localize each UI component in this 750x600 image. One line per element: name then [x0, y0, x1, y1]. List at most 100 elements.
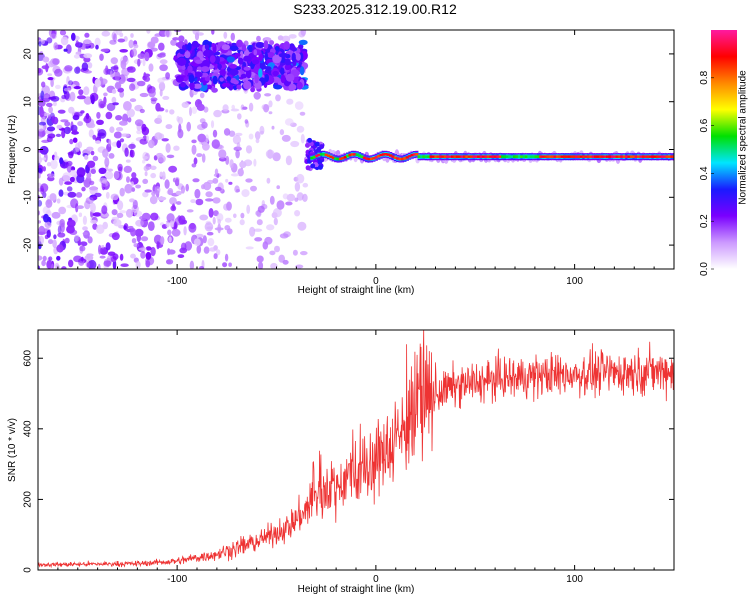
noise-cell [90, 150, 95, 156]
signal-cell [350, 153, 354, 156]
band-cell [226, 56, 235, 63]
band-cell [184, 51, 191, 59]
signal-cell [424, 155, 428, 158]
y-tick-label: 0 [23, 567, 34, 573]
signal-cell [663, 155, 667, 158]
noise-cell [95, 224, 105, 234]
noise-cell [131, 172, 137, 179]
noise-cell [75, 192, 83, 198]
noise-cell [180, 185, 186, 194]
signal-cell [319, 153, 323, 156]
signal-cell [439, 155, 443, 158]
noise-cell [242, 106, 248, 110]
noise-cell [241, 189, 250, 198]
band-cell [187, 42, 192, 51]
noise-cell [98, 244, 102, 255]
band-cell [272, 54, 282, 64]
noise-cell [69, 169, 77, 177]
band-cell [177, 57, 187, 66]
noise-cell [111, 89, 117, 94]
noise-cell [273, 217, 278, 226]
noise-cell [225, 178, 229, 183]
signal-cell [513, 155, 517, 158]
noise-cell [60, 119, 69, 123]
noise-cell [109, 126, 115, 133]
noise-cell [190, 199, 196, 204]
band-cell [250, 87, 256, 93]
signal-cell [649, 155, 653, 158]
noise-cell [175, 190, 182, 196]
signal-cell [400, 157, 405, 161]
noise-cell [52, 101, 57, 107]
noise-cell [76, 205, 84, 210]
noise-cell [75, 142, 80, 153]
band-cell [191, 40, 199, 48]
noise-cell [63, 48, 68, 52]
signal-cell [672, 155, 674, 158]
noise-cell [279, 129, 285, 136]
noise-cell [128, 39, 134, 49]
noise-cell [235, 149, 240, 159]
band-cell [236, 84, 242, 90]
noise-cell [166, 259, 174, 265]
noise-cell [142, 191, 149, 198]
noise-cell [50, 33, 57, 40]
noise-cell [73, 255, 83, 263]
noise-cell [270, 262, 278, 269]
signal-cell [503, 155, 507, 158]
band-cell [194, 71, 203, 78]
noise-cell [235, 132, 243, 137]
y-tick-label: 0 [23, 146, 34, 152]
noise-cell [84, 32, 90, 38]
noise-cell [92, 155, 99, 162]
band-cell [221, 44, 230, 51]
noise-cell [64, 121, 71, 127]
band-cell [175, 75, 184, 83]
noise-cell [186, 209, 194, 213]
noise-cell [176, 115, 180, 122]
noise-cell [87, 259, 97, 269]
band-cell [252, 59, 260, 65]
noise-cell [98, 177, 108, 183]
noise-cell [139, 215, 148, 221]
signal-cell [448, 155, 452, 158]
noise-cell [205, 134, 209, 143]
noise-cell [154, 186, 161, 194]
chart-title: S233.2025.312.19.00.R12 [293, 1, 457, 17]
noise-cell [50, 78, 54, 88]
band-cell [298, 39, 308, 46]
signal-cell [484, 155, 488, 158]
noise-cell [60, 36, 69, 46]
signal-cell [322, 153, 326, 156]
noise-cell [157, 114, 162, 122]
noise-cell [73, 54, 80, 59]
band-cell [299, 66, 305, 76]
band-cell [229, 64, 238, 69]
signal-cell [646, 155, 650, 158]
noise-cell [105, 191, 110, 199]
noise-cell [56, 198, 61, 204]
noise-cell [90, 168, 97, 174]
noise-cell [281, 134, 291, 142]
noise-cell [87, 62, 93, 69]
band-cell [267, 52, 275, 58]
signal-cell [389, 154, 393, 157]
noise-cell [42, 166, 46, 172]
x-tick-label: -100 [167, 574, 187, 585]
noise-cell [159, 64, 168, 72]
band-cell [187, 65, 193, 73]
noise-cell [62, 172, 71, 182]
band-cell [229, 45, 239, 51]
noise-cell [119, 253, 124, 261]
signal-cell [398, 157, 402, 161]
noise-cell [297, 221, 307, 231]
noise-cell [63, 126, 71, 135]
noise-cell [210, 120, 215, 129]
noise-cell [83, 53, 93, 59]
noise-cell [249, 226, 256, 237]
noise-cell [115, 127, 124, 132]
noise-cell [150, 165, 157, 170]
noise-cell [203, 246, 210, 254]
noise-cell [130, 33, 134, 38]
noise-cell [114, 73, 120, 81]
